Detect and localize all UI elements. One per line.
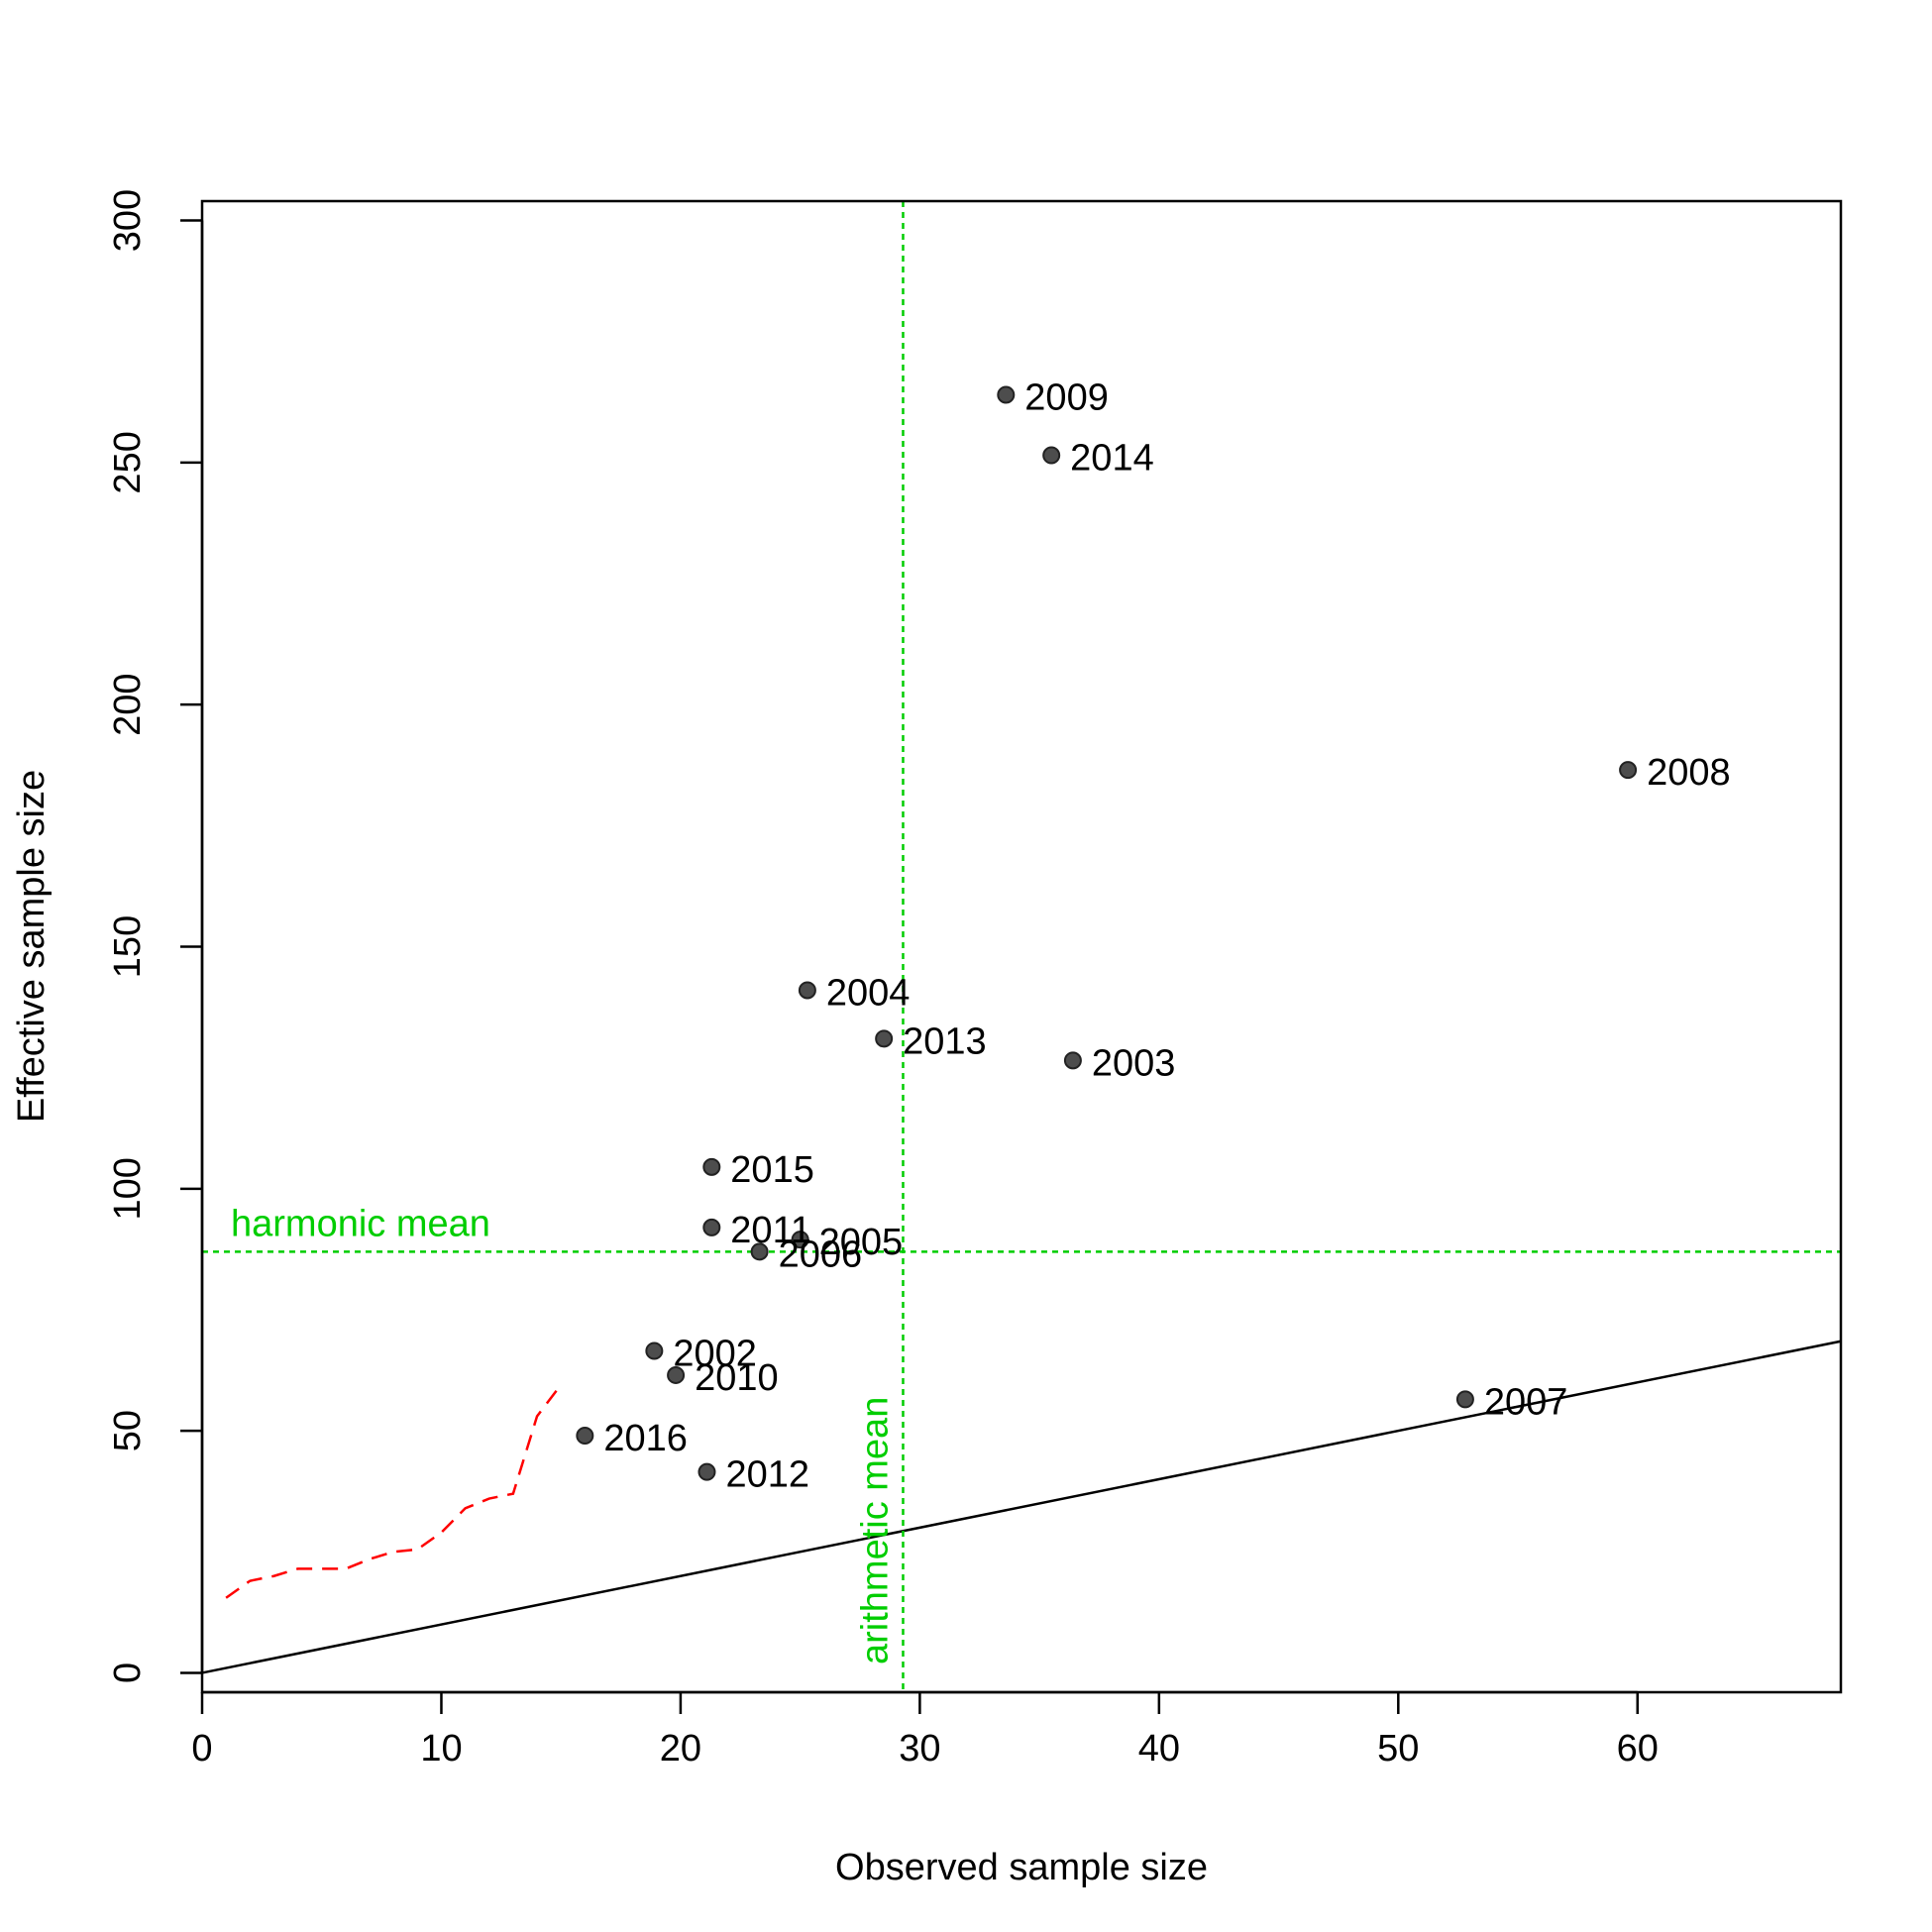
point-label: 2007 bbox=[1484, 1381, 1568, 1423]
arithmetic-mean-label: arithmetic mean bbox=[854, 1397, 896, 1664]
data-point bbox=[875, 1029, 894, 1048]
harmonic-mean-label: harmonic mean bbox=[231, 1203, 490, 1244]
point-label: 2009 bbox=[1024, 376, 1109, 418]
x-tick-label: 60 bbox=[1617, 1728, 1659, 1770]
data-point bbox=[645, 1342, 664, 1360]
point-label: 2008 bbox=[1647, 752, 1731, 794]
point-label: 2005 bbox=[819, 1222, 904, 1263]
data-point bbox=[750, 1242, 769, 1261]
data-point bbox=[1063, 1051, 1082, 1070]
point-label: 2003 bbox=[1092, 1042, 1176, 1084]
data-point bbox=[576, 1427, 594, 1446]
x-tick-label: 0 bbox=[191, 1728, 212, 1770]
y-tick-label: 50 bbox=[107, 1410, 149, 1451]
data-point bbox=[1619, 761, 1638, 780]
plot-frame bbox=[200, 199, 1843, 1694]
one-to-one-line bbox=[201, 1340, 1842, 1674]
point-label: 2012 bbox=[725, 1454, 809, 1496]
data-point bbox=[791, 1231, 809, 1249]
data-point bbox=[698, 1462, 716, 1481]
y-axis-title: Effective sample size bbox=[11, 770, 53, 1123]
data-point bbox=[798, 981, 816, 1000]
data-point bbox=[667, 1365, 686, 1384]
point-label: 2011 bbox=[730, 1210, 811, 1251]
data-point bbox=[1455, 1390, 1474, 1409]
x-tick-label: 10 bbox=[420, 1728, 462, 1770]
point-label: 2013 bbox=[903, 1020, 987, 1062]
x-tick-label: 20 bbox=[660, 1728, 701, 1770]
reference-lines: harmonic mean arithmetic mean bbox=[201, 201, 1842, 1692]
x-tick-label: 40 bbox=[1138, 1728, 1180, 1770]
x-tick-label: 30 bbox=[899, 1728, 940, 1770]
y-tick-label: 150 bbox=[107, 915, 149, 978]
data-point bbox=[1042, 446, 1061, 465]
x-tick-label: 50 bbox=[1377, 1728, 1419, 1770]
point-label: 2002 bbox=[673, 1334, 757, 1375]
point-label: 2016 bbox=[603, 1418, 688, 1459]
point-label: 2015 bbox=[730, 1149, 814, 1191]
x-axis-title: Observed sample size bbox=[835, 1847, 1208, 1888]
point-label: 2014 bbox=[1070, 438, 1154, 480]
point-label: 2004 bbox=[826, 972, 911, 1014]
data-point bbox=[702, 1218, 721, 1236]
y-tick-label: 300 bbox=[107, 189, 149, 252]
point-label: 2006 bbox=[779, 1234, 863, 1275]
point-label: 2010 bbox=[695, 1357, 779, 1399]
y-tick-label: 250 bbox=[107, 431, 149, 493]
red-dashed-curve bbox=[225, 1383, 563, 1599]
y-tick-label: 200 bbox=[107, 673, 149, 735]
data-point bbox=[702, 1157, 721, 1176]
y-tick-label: 0 bbox=[107, 1663, 149, 1683]
y-tick-label: 100 bbox=[107, 1157, 149, 1220]
data-points bbox=[576, 385, 1638, 1481]
data-point bbox=[997, 385, 1016, 404]
